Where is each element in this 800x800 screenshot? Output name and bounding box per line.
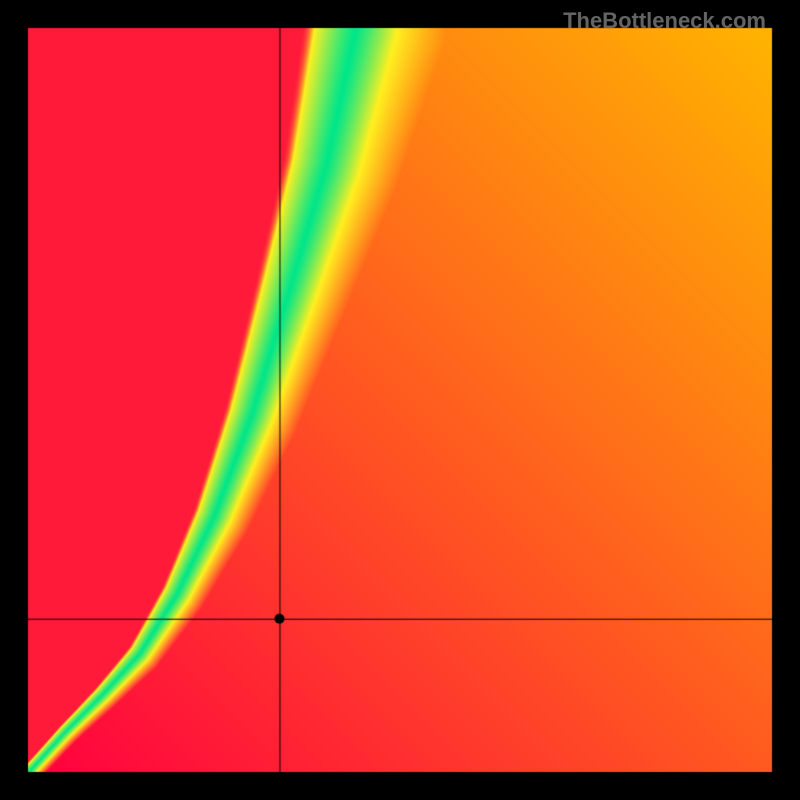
watermark-text: TheBottleneck.com (563, 8, 766, 34)
bottleneck-heatmap (0, 0, 800, 800)
chart-container: TheBottleneck.com (0, 0, 800, 800)
